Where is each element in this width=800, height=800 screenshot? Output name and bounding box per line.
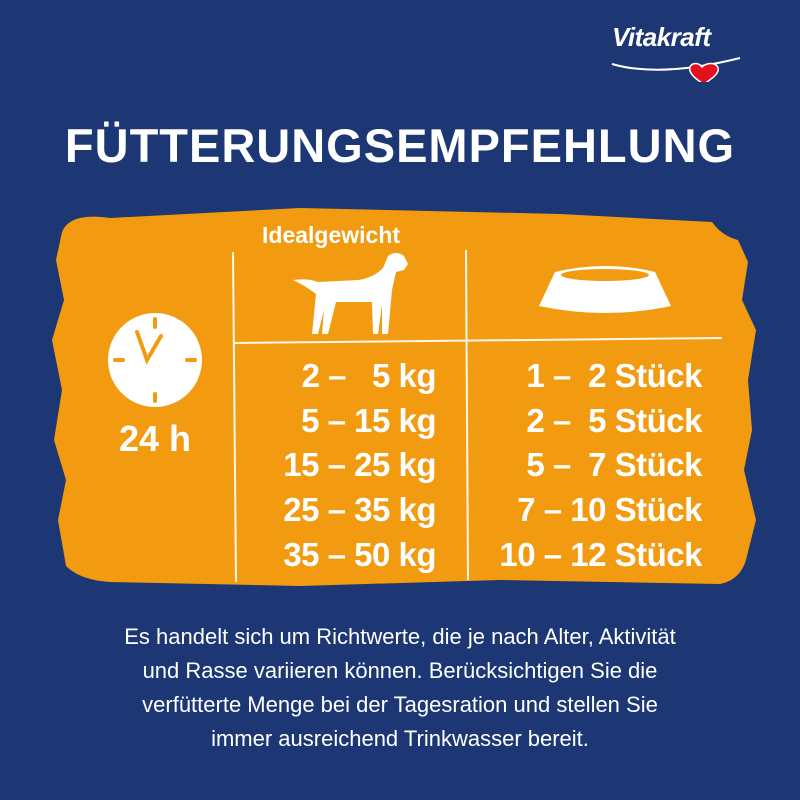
note-line: immer ausreichend Trinkwasser bereit. [211,726,589,751]
vitakraft-logo: Vitakraft [600,22,750,82]
weight-cell: 5 – 15 kg [301,402,436,439]
clock-icon [108,313,202,407]
weight-cell: 35 – 50 kg [283,536,436,573]
amount-cell: 1 – 2 Stück [526,357,702,394]
amount-cell: 10 – 12 Stück [499,536,702,573]
disclaimer-note: Es handelt sich um Richtwerte, die je na… [0,620,800,756]
note-line: verfütterte Menge bei der Tagesration un… [142,692,658,717]
bowl-icon [539,266,671,313]
amount-cell: 5 – 7 Stück [526,446,702,483]
note-line: und Rasse variieren können. Berücksichti… [142,658,658,683]
weight-cell: 2 – 5 kg [301,357,437,394]
logo-text: Vitakraft [612,22,711,52]
table-dividers [232,249,723,583]
amount-cell: 7 – 10 Stück [517,491,702,528]
note-line: Es handelt sich um Richtwerte, die je na… [124,624,676,649]
weight-cell: 25 – 35 kg [283,491,436,528]
logo-swoosh-heart-icon [611,57,741,82]
weight-column-header: Idealgewicht [262,222,401,248]
dog-icon [293,253,408,334]
page-title: FÜTTERUNGSEMPFEHLUNG [64,119,736,172]
weight-cell: 15 – 25 kg [283,446,436,483]
duration-label: 24 h [118,418,192,459]
amount-cell: 2 – 5 Stück [526,402,702,439]
